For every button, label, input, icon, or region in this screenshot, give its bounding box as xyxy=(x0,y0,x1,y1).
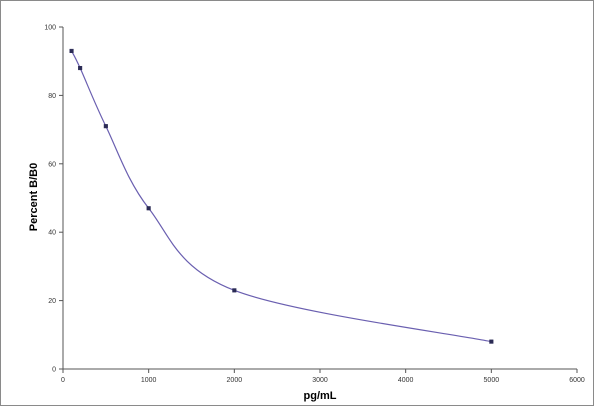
y-tick-label: 20 xyxy=(48,298,56,305)
y-axis-title: Percent B/B0 xyxy=(28,163,40,231)
x-tick-label: 1000 xyxy=(141,377,157,384)
x-tick-label: 5000 xyxy=(484,377,500,384)
data-points xyxy=(69,48,494,344)
y-tick-label: 80 xyxy=(48,93,56,100)
data-point xyxy=(146,206,151,211)
y-tick-label: 100 xyxy=(44,25,56,32)
data-point xyxy=(103,124,108,129)
x-axis-title: pg/mL xyxy=(304,390,337,402)
series-line-layer xyxy=(71,50,492,343)
data-point xyxy=(78,65,83,71)
y-tick-label: 40 xyxy=(48,230,56,237)
series-line xyxy=(71,50,492,343)
axes xyxy=(62,27,577,370)
data-point xyxy=(232,288,237,293)
x-tick-label: 0 xyxy=(61,377,65,384)
axis-ticks: 0 1000 2000 3000 4000 5000 6000 0 20 40 60 80 100 xyxy=(44,25,585,385)
y-tick-label: 0 xyxy=(52,367,56,374)
x-tick-label: 3000 xyxy=(312,377,328,384)
y-tick-label: 60 xyxy=(48,161,56,168)
data-point xyxy=(69,48,74,53)
x-tick-label: 6000 xyxy=(569,377,585,384)
x-tick-label: 4000 xyxy=(398,377,414,384)
x-tick-label: 2000 xyxy=(227,377,243,384)
data-point xyxy=(489,339,494,344)
